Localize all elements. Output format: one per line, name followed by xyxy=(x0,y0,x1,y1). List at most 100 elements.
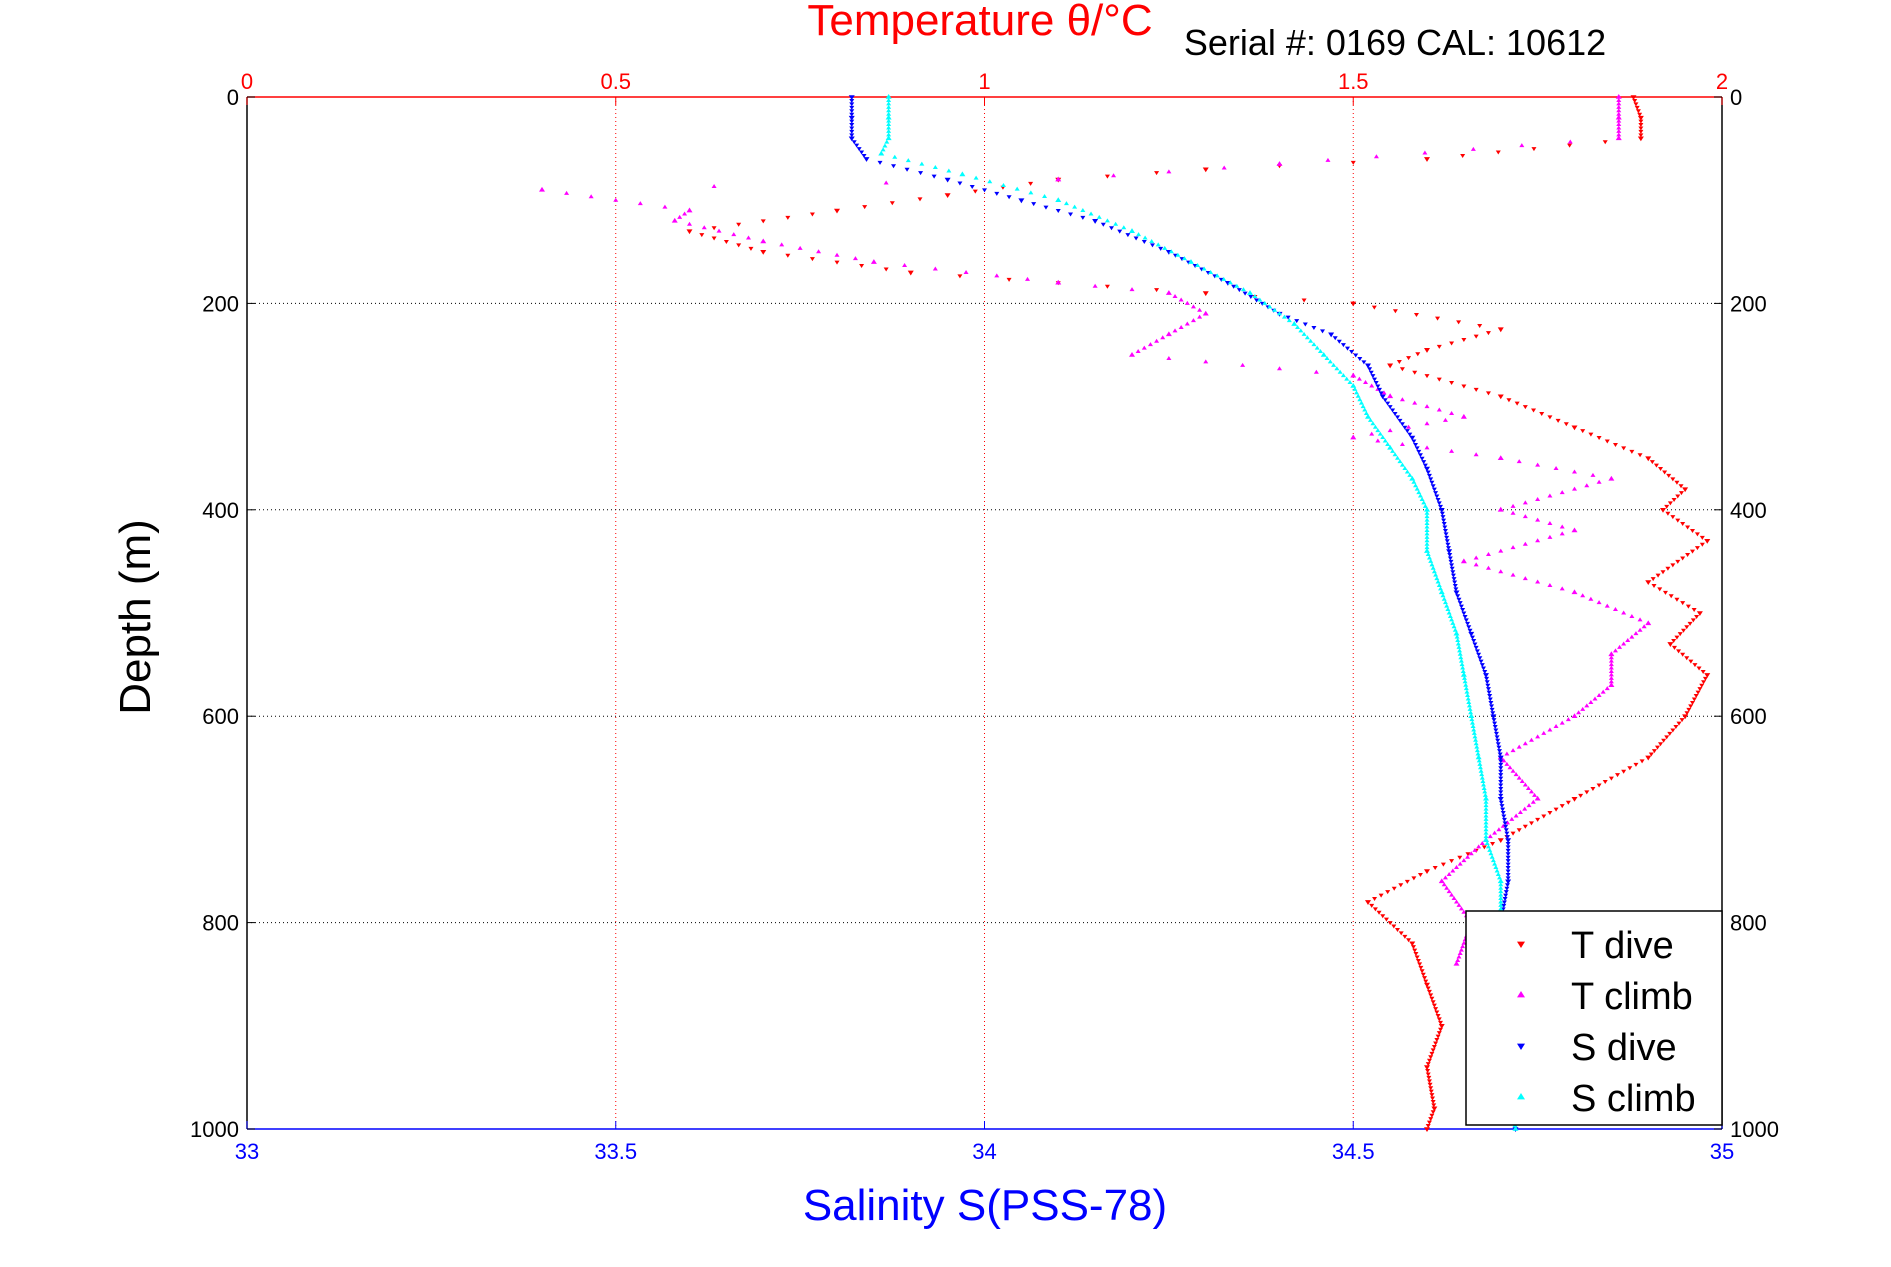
data-point xyxy=(1221,165,1227,170)
data-point xyxy=(1629,449,1635,454)
data-point xyxy=(1684,625,1690,630)
data-point xyxy=(1440,593,1446,598)
data-point xyxy=(1555,418,1561,423)
data-point xyxy=(1063,201,1069,206)
data-point xyxy=(1424,1065,1430,1071)
data-point xyxy=(1104,174,1110,179)
data-point xyxy=(1651,583,1657,588)
data-point xyxy=(849,129,855,134)
data-point xyxy=(1571,713,1578,718)
data-point xyxy=(1635,109,1641,114)
data-point xyxy=(1478,768,1484,773)
data-point xyxy=(1484,680,1490,685)
data-point xyxy=(1190,318,1196,323)
data-point xyxy=(1449,859,1455,864)
data-point xyxy=(1688,704,1694,709)
data-point xyxy=(1497,796,1504,802)
data-point xyxy=(849,102,855,107)
data-point xyxy=(1460,558,1467,564)
data-point xyxy=(1505,855,1511,860)
data-point xyxy=(1429,996,1435,1001)
data-point xyxy=(1694,532,1700,537)
data-point xyxy=(1168,249,1174,254)
data-point xyxy=(1580,593,1586,598)
data-point xyxy=(1349,350,1355,355)
data-point xyxy=(1690,528,1695,533)
data-point xyxy=(662,204,668,209)
data-point xyxy=(1369,431,1375,436)
data-point xyxy=(886,101,892,106)
data-point xyxy=(849,98,855,103)
data-point xyxy=(1365,363,1371,369)
data-point xyxy=(1430,1000,1436,1005)
data-point xyxy=(1428,558,1434,563)
data-point xyxy=(1497,455,1504,460)
data-point xyxy=(1590,786,1596,791)
data-point xyxy=(1535,817,1541,822)
data-point xyxy=(1294,319,1300,324)
data-point xyxy=(1398,883,1404,888)
data-point xyxy=(1461,909,1467,914)
data-point xyxy=(1155,242,1161,247)
data-point xyxy=(1503,824,1509,829)
data-point xyxy=(886,122,892,127)
data-point xyxy=(1694,614,1700,619)
data-point xyxy=(1449,563,1455,568)
data-point xyxy=(1458,947,1464,952)
data-point xyxy=(1424,521,1430,526)
data-point xyxy=(1424,348,1430,353)
data-point xyxy=(1485,391,1491,396)
data-point xyxy=(1208,269,1214,274)
legend-marker xyxy=(1517,991,1525,998)
data-point xyxy=(1676,649,1682,654)
data-point xyxy=(1457,951,1463,956)
data-point xyxy=(1471,730,1477,735)
data-point xyxy=(1387,405,1393,410)
data-point xyxy=(1142,235,1148,240)
left-tick-label: 400 xyxy=(202,498,239,523)
top-tick-label: 0 xyxy=(241,69,253,94)
data-point xyxy=(1360,404,1366,409)
data-point xyxy=(1501,903,1507,908)
data-point xyxy=(1449,381,1455,386)
data-point xyxy=(1600,689,1606,694)
data-point xyxy=(1505,869,1511,874)
data-point xyxy=(1452,583,1458,588)
data-point xyxy=(1184,300,1190,305)
data-point xyxy=(1621,641,1627,646)
data-point xyxy=(1411,439,1417,444)
data-point xyxy=(1166,355,1172,360)
data-point xyxy=(1483,820,1489,825)
data-point xyxy=(1484,676,1490,681)
data-point xyxy=(1426,555,1432,560)
data-point xyxy=(1498,759,1504,764)
data-point xyxy=(1372,897,1378,902)
data-point xyxy=(862,205,868,210)
data-point xyxy=(1430,1048,1436,1053)
data-point xyxy=(944,177,951,183)
data-point xyxy=(1456,597,1462,602)
data-point xyxy=(1695,690,1701,695)
data-point xyxy=(1497,394,1504,400)
data-point xyxy=(1480,779,1486,784)
data-point xyxy=(1516,775,1522,780)
data-point xyxy=(686,207,693,213)
data-point xyxy=(932,165,938,170)
data-point xyxy=(1390,448,1396,453)
data-point xyxy=(1519,143,1525,148)
data-point xyxy=(1547,415,1553,420)
data-point xyxy=(1433,1041,1439,1046)
data-point xyxy=(1424,421,1430,426)
data-point xyxy=(1481,782,1487,787)
data-point xyxy=(1488,851,1494,856)
data-point xyxy=(711,236,717,241)
data-point xyxy=(682,211,688,216)
data-point xyxy=(1535,538,1541,543)
data-point xyxy=(1473,737,1479,742)
data-point xyxy=(883,180,889,185)
data-point xyxy=(1242,291,1248,296)
data-point xyxy=(1431,1103,1437,1108)
data-point xyxy=(1361,360,1367,365)
data-point xyxy=(1493,865,1499,870)
data-point xyxy=(1254,298,1260,303)
